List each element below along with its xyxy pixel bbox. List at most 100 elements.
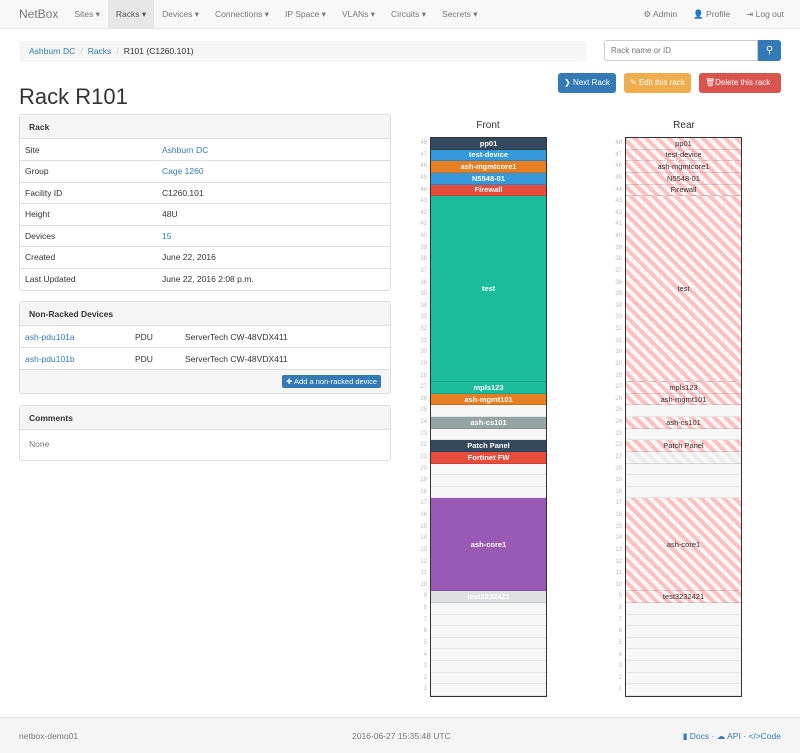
rack-unit — [626, 684, 741, 696]
breadcrumb-site[interactable]: Ashburn DC — [29, 46, 76, 56]
attr-label: Created — [20, 246, 157, 268]
unit-number: 3 — [618, 663, 622, 670]
rack-unit — [626, 487, 741, 499]
attr-value[interactable]: Cage 1260 — [162, 166, 204, 177]
device-link[interactable]: ash-pdu101a — [25, 331, 75, 342]
rack-device-rear[interactable]: test-device — [626, 149, 741, 162]
rack-device-front[interactable]: ash-cs101 — [431, 417, 546, 429]
rack-unit — [626, 673, 741, 685]
footer-hostname: netbox-demo01 — [19, 731, 79, 741]
rack-device-front[interactable]: pp01 — [431, 138, 546, 150]
unit-number: 44 — [420, 186, 427, 193]
unit-number: 14 — [615, 535, 622, 542]
rack-unit — [431, 429, 546, 441]
code-link[interactable]: Code — [760, 731, 781, 741]
search-button[interactable]: ⚲ — [758, 40, 781, 61]
nav-secrets[interactable]: Secrets ▾ — [442, 8, 478, 19]
rack-device-rear[interactable]: ash-cs101 — [626, 417, 741, 429]
rack-device-rear[interactable]: ash-mgmtcore1 — [626, 161, 741, 173]
rack-front-elevation: 48 47 46 45 44 43 42 41 40 39 38 37 36 35 34 33 32 31 30 29… — [420, 137, 547, 697]
edit-rack-button[interactable]: ✎ Edit this rack — [624, 73, 691, 93]
rack-device-front[interactable]: test3232421 — [431, 591, 546, 603]
caret-down-icon: ▾ — [262, 8, 269, 19]
rack-device-front[interactable]: test-device — [431, 149, 546, 162]
rack-device-rear[interactable]: pp01 — [626, 138, 741, 150]
rack-device-rear[interactable]: mpls123 — [626, 382, 741, 394]
nav-admin[interactable]: ⚙ Admin — [643, 9, 678, 19]
nav-profile[interactable]: 👤 Profile — [693, 9, 731, 19]
page-title: Rack R101 — [19, 84, 128, 109]
rack-device-front[interactable]: ash-mgmt101 — [431, 393, 546, 406]
unit-number: 34 — [420, 302, 427, 309]
delete-rack-button[interactable]: 🗑Delete this rack — [699, 73, 781, 93]
search-icon: ⚲ — [765, 45, 774, 56]
nav-connections[interactable]: Connections ▾ — [215, 8, 269, 19]
unit-number: 23 — [420, 430, 427, 437]
rack-panel: Rack Site Ashburn DC Group Cage 1260 Facilit… — [19, 114, 391, 291]
rack-attr-row: Site Ashburn DC — [20, 139, 390, 161]
unit-number: 8 — [618, 605, 622, 611]
rack-device-rear[interactable]: test — [626, 196, 741, 383]
comments-panel: Comments None — [19, 405, 391, 461]
table-row: ash-pdu101b PDU ServerTech CW-48VDX411 — [20, 347, 390, 369]
rack-device-rear[interactable]: Patch Panel — [626, 440, 741, 452]
rack-search-input[interactable] — [604, 40, 758, 61]
attr-label: Facility ID — [20, 181, 157, 204]
rack-device-front[interactable]: mpls123 — [431, 382, 546, 394]
panel-heading: Rack — [20, 115, 390, 139]
rack-device-front[interactable]: ash-mgmtcore1 — [431, 161, 546, 173]
rack-device-front[interactable]: Patch Panel — [431, 440, 546, 452]
nav-ip-space[interactable]: IP Space ▾ — [284, 8, 326, 19]
device-name: pp01 — [479, 138, 498, 148]
rack-unit — [626, 638, 741, 650]
nav-vlans[interactable]: VLANs ▾ — [341, 8, 376, 19]
rack-device-front[interactable]: N5548-01 — [431, 172, 546, 185]
attr-value[interactable]: 15 — [162, 230, 172, 241]
unit-number: 24 — [615, 419, 622, 425]
unit-number: 28 — [615, 372, 622, 379]
unit-number: 9 — [423, 593, 427, 600]
breadcrumb-racks[interactable]: Racks — [87, 46, 112, 56]
unit-number: 39 — [615, 244, 622, 251]
unit-number: 11 — [615, 570, 622, 577]
rack-device-rear[interactable]: test3232421 — [626, 591, 741, 603]
nav-circuits[interactable]: Circuits ▾ — [391, 8, 427, 19]
device-name: test — [481, 284, 496, 294]
brand-logo[interactable]: NetBox — [19, 7, 59, 21]
nav-racks[interactable]: Racks ▾ — [107, 0, 155, 29]
device-name: Patch Panel — [663, 441, 704, 451]
next-rack-button[interactable]: ❯ Next Rack — [558, 73, 616, 93]
device-name: mpls123 — [473, 382, 504, 392]
unit-number: 21 — [420, 453, 427, 460]
nav-devices[interactable]: Devices ▾ — [162, 8, 200, 19]
caret-down-icon: ▾ — [139, 8, 147, 19]
unit-number: 29 — [615, 360, 622, 367]
rack-unit — [626, 405, 741, 417]
docs-link[interactable]: Docs — [689, 731, 710, 741]
rack-device-front[interactable]: Firewall — [431, 184, 546, 197]
rack-device-rear[interactable]: ash-core1 — [626, 498, 741, 592]
device-link[interactable]: ash-pdu101b — [25, 353, 75, 364]
unit-number: 22 — [615, 442, 622, 449]
device-name: test3232421 — [662, 592, 705, 602]
rack-device-front[interactable]: test — [431, 196, 546, 383]
breadcrumb-current: R101 (C1260.101) — [123, 46, 194, 56]
rack-attr-row: Created June 22, 2016 — [20, 246, 390, 268]
add-non-racked-device-button[interactable]: ✚ Add a non-racked device — [282, 375, 381, 388]
attr-value[interactable]: Ashburn DC — [162, 144, 209, 155]
nav-sites[interactable]: Sites ▾ — [74, 8, 100, 19]
unit-number: 29 — [420, 360, 427, 367]
rack-device-rear[interactable]: Firewall — [626, 184, 741, 197]
rack-device-rear[interactable]: ash-mgmt101 — [626, 393, 741, 406]
rack-device-front[interactable]: Fortinet FW — [431, 451, 546, 464]
caret-down-icon: ▾ — [93, 8, 100, 19]
rack-device-rear[interactable]: N5548-01 — [626, 172, 741, 185]
api-link[interactable]: API — [727, 731, 741, 741]
device-name: ash-core1 — [470, 539, 507, 549]
attr-label: Height — [20, 203, 157, 225]
nav-log-out[interactable]: ⇥ Log out — [746, 9, 784, 19]
rack-device-front[interactable]: ash-core1 — [431, 498, 546, 592]
unit-number: 42 — [615, 209, 622, 216]
attr-value: June 22, 2016 2:08 p.m. — [162, 274, 254, 284]
unit-number: 25 — [420, 407, 427, 414]
